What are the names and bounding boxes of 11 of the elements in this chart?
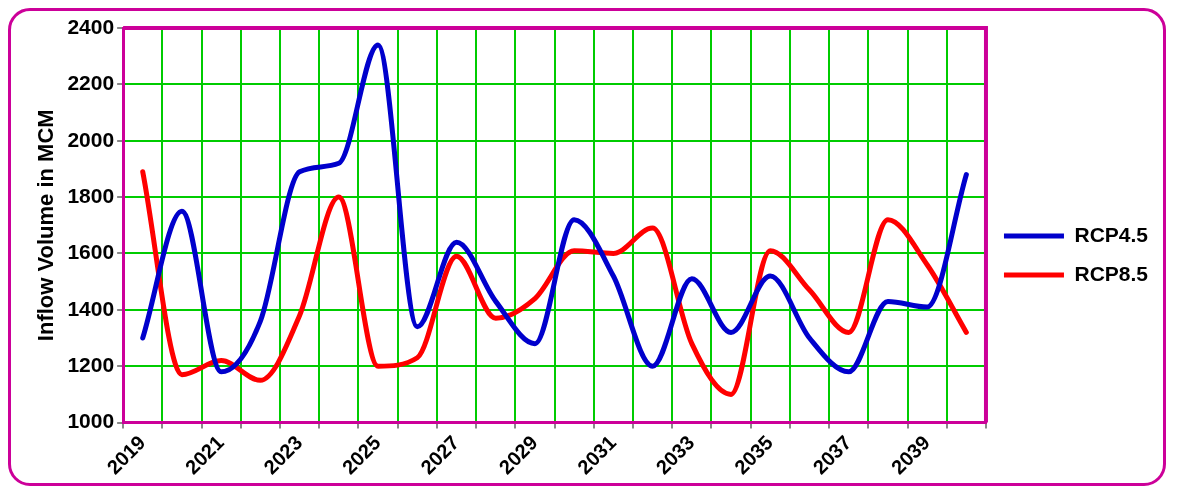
y-tick-label: 1600 [67,240,115,264]
y-tick-label: 1200 [67,353,115,376]
y-tick-label: 1800 [67,183,115,207]
y-axis-title: Inflow Volume in MCM [33,109,59,342]
legend-label: RCP8.5 [1074,261,1149,285]
y-tick-label: 1400 [67,296,115,320]
legend-label: RCP4.5 [1074,222,1149,246]
y-tick-label: 2400 [67,14,115,38]
y-tick-label: 1000 [67,409,115,433]
y-tick-label: 2200 [67,71,115,95]
y-tick-label: 2000 [67,127,115,151]
